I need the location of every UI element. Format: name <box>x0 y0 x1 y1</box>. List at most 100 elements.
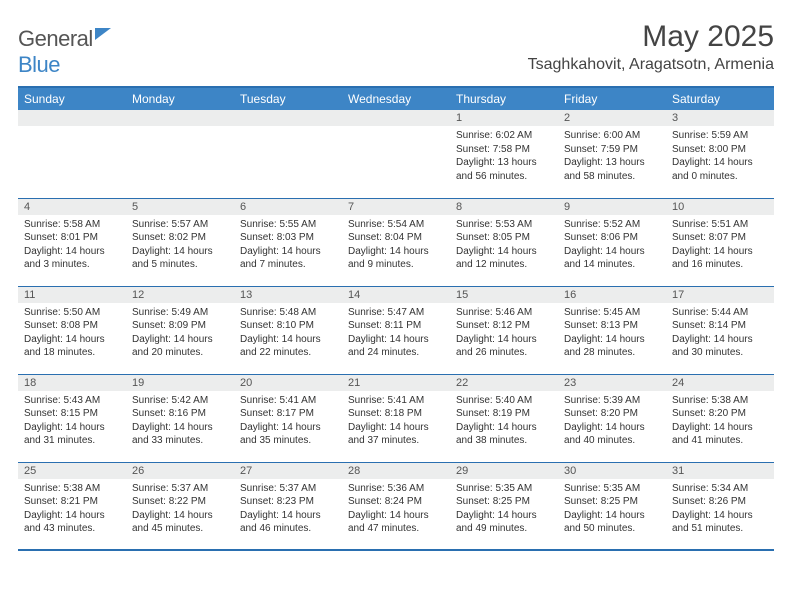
daylight-line: Daylight: 14 hours and 12 minutes. <box>456 245 552 272</box>
sunset-line: Sunset: 7:59 PM <box>564 143 660 157</box>
weekday-header: Sunday <box>18 87 126 110</box>
day-number: 15 <box>450 287 558 303</box>
sunrise-line: Sunrise: 6:02 AM <box>456 129 552 143</box>
logo: General Blue <box>18 26 111 78</box>
sunset-line: Sunset: 8:08 PM <box>24 319 120 333</box>
day-number: 3 <box>666 110 774 126</box>
daylight-line: Daylight: 13 hours and 58 minutes. <box>564 156 660 183</box>
daylight-line: Daylight: 14 hours and 9 minutes. <box>348 245 444 272</box>
day-details <box>126 126 234 132</box>
sunrise-line: Sunrise: 5:51 AM <box>672 218 768 232</box>
day-number: 12 <box>126 287 234 303</box>
month-title: May 2025 <box>528 20 774 54</box>
calendar-day-cell: 19Sunrise: 5:42 AMSunset: 8:16 PMDayligh… <box>126 374 234 462</box>
day-details: Sunrise: 5:47 AMSunset: 8:11 PMDaylight:… <box>342 303 450 363</box>
calendar-week-row: 18Sunrise: 5:43 AMSunset: 8:15 PMDayligh… <box>18 374 774 462</box>
day-number-bar: 3 <box>666 110 774 126</box>
calendar-day-cell <box>342 110 450 198</box>
day-number: 10 <box>666 199 774 215</box>
calendar-day-cell: 14Sunrise: 5:47 AMSunset: 8:11 PMDayligh… <box>342 286 450 374</box>
day-number: 30 <box>558 463 666 479</box>
sunrise-line: Sunrise: 5:59 AM <box>672 129 768 143</box>
daylight-line: Daylight: 14 hours and 43 minutes. <box>24 509 120 536</box>
day-number <box>234 110 342 114</box>
sunset-line: Sunset: 8:25 PM <box>564 495 660 509</box>
daylight-line: Daylight: 14 hours and 45 minutes. <box>132 509 228 536</box>
day-number-bar: 12 <box>126 287 234 303</box>
sunrise-line: Sunrise: 5:37 AM <box>132 482 228 496</box>
day-number-bar: 1 <box>450 110 558 126</box>
daylight-line: Daylight: 14 hours and 40 minutes. <box>564 421 660 448</box>
sunset-line: Sunset: 8:23 PM <box>240 495 336 509</box>
day-number-bar: 7 <box>342 199 450 215</box>
day-details: Sunrise: 5:48 AMSunset: 8:10 PMDaylight:… <box>234 303 342 363</box>
day-number: 18 <box>18 375 126 391</box>
weekday-header: Friday <box>558 87 666 110</box>
sunset-line: Sunset: 8:25 PM <box>456 495 552 509</box>
day-number: 24 <box>666 375 774 391</box>
sunset-line: Sunset: 7:58 PM <box>456 143 552 157</box>
day-details <box>234 126 342 132</box>
calendar-day-cell <box>18 110 126 198</box>
day-number-bar: 19 <box>126 375 234 391</box>
calendar-day-cell: 28Sunrise: 5:36 AMSunset: 8:24 PMDayligh… <box>342 462 450 550</box>
sunset-line: Sunset: 8:22 PM <box>132 495 228 509</box>
day-details: Sunrise: 5:38 AMSunset: 8:20 PMDaylight:… <box>666 391 774 451</box>
calendar-day-cell: 23Sunrise: 5:39 AMSunset: 8:20 PMDayligh… <box>558 374 666 462</box>
day-details: Sunrise: 5:37 AMSunset: 8:23 PMDaylight:… <box>234 479 342 539</box>
sunrise-line: Sunrise: 5:35 AM <box>456 482 552 496</box>
daylight-line: Daylight: 14 hours and 38 minutes. <box>456 421 552 448</box>
day-number-bar: 18 <box>18 375 126 391</box>
day-number-bar: 20 <box>234 375 342 391</box>
sunset-line: Sunset: 8:20 PM <box>564 407 660 421</box>
day-number: 6 <box>234 199 342 215</box>
day-number: 9 <box>558 199 666 215</box>
sunrise-line: Sunrise: 5:48 AM <box>240 306 336 320</box>
calendar-day-cell: 29Sunrise: 5:35 AMSunset: 8:25 PMDayligh… <box>450 462 558 550</box>
day-number: 21 <box>342 375 450 391</box>
sunset-line: Sunset: 8:26 PM <box>672 495 768 509</box>
daylight-line: Daylight: 14 hours and 30 minutes. <box>672 333 768 360</box>
daylight-line: Daylight: 14 hours and 18 minutes. <box>24 333 120 360</box>
sunset-line: Sunset: 8:24 PM <box>348 495 444 509</box>
sunset-line: Sunset: 8:03 PM <box>240 231 336 245</box>
day-number <box>18 110 126 114</box>
sunset-line: Sunset: 8:00 PM <box>672 143 768 157</box>
day-number-bar <box>18 110 126 126</box>
sunset-line: Sunset: 8:10 PM <box>240 319 336 333</box>
calendar-day-cell: 13Sunrise: 5:48 AMSunset: 8:10 PMDayligh… <box>234 286 342 374</box>
day-details: Sunrise: 5:52 AMSunset: 8:06 PMDaylight:… <box>558 215 666 275</box>
day-details: Sunrise: 5:34 AMSunset: 8:26 PMDaylight:… <box>666 479 774 539</box>
daylight-line: Daylight: 14 hours and 26 minutes. <box>456 333 552 360</box>
logo-word2: Blue <box>18 52 60 77</box>
calendar-day-cell: 30Sunrise: 5:35 AMSunset: 8:25 PMDayligh… <box>558 462 666 550</box>
calendar-day-cell: 2Sunrise: 6:00 AMSunset: 7:59 PMDaylight… <box>558 110 666 198</box>
day-details: Sunrise: 5:35 AMSunset: 8:25 PMDaylight:… <box>450 479 558 539</box>
sunrise-line: Sunrise: 6:00 AM <box>564 129 660 143</box>
calendar-table: Sunday Monday Tuesday Wednesday Thursday… <box>18 86 774 551</box>
day-number: 7 <box>342 199 450 215</box>
calendar-day-cell: 25Sunrise: 5:38 AMSunset: 8:21 PMDayligh… <box>18 462 126 550</box>
day-number-bar <box>234 110 342 126</box>
day-number: 14 <box>342 287 450 303</box>
sunrise-line: Sunrise: 5:55 AM <box>240 218 336 232</box>
daylight-line: Daylight: 14 hours and 5 minutes. <box>132 245 228 272</box>
daylight-line: Daylight: 14 hours and 24 minutes. <box>348 333 444 360</box>
day-number: 26 <box>126 463 234 479</box>
calendar-week-row: 11Sunrise: 5:50 AMSunset: 8:08 PMDayligh… <box>18 286 774 374</box>
day-number-bar: 28 <box>342 463 450 479</box>
calendar-day-cell: 24Sunrise: 5:38 AMSunset: 8:20 PMDayligh… <box>666 374 774 462</box>
day-details: Sunrise: 5:49 AMSunset: 8:09 PMDaylight:… <box>126 303 234 363</box>
sunset-line: Sunset: 8:21 PM <box>24 495 120 509</box>
daylight-line: Daylight: 14 hours and 0 minutes. <box>672 156 768 183</box>
day-details: Sunrise: 5:38 AMSunset: 8:21 PMDaylight:… <box>18 479 126 539</box>
calendar-day-cell: 9Sunrise: 5:52 AMSunset: 8:06 PMDaylight… <box>558 198 666 286</box>
calendar-day-cell: 15Sunrise: 5:46 AMSunset: 8:12 PMDayligh… <box>450 286 558 374</box>
day-details <box>18 126 126 132</box>
sunset-line: Sunset: 8:19 PM <box>456 407 552 421</box>
day-number-bar: 17 <box>666 287 774 303</box>
logo-sail-icon <box>95 28 111 40</box>
calendar-day-cell: 1Sunrise: 6:02 AMSunset: 7:58 PMDaylight… <box>450 110 558 198</box>
daylight-line: Daylight: 14 hours and 37 minutes. <box>348 421 444 448</box>
sunrise-line: Sunrise: 5:42 AM <box>132 394 228 408</box>
